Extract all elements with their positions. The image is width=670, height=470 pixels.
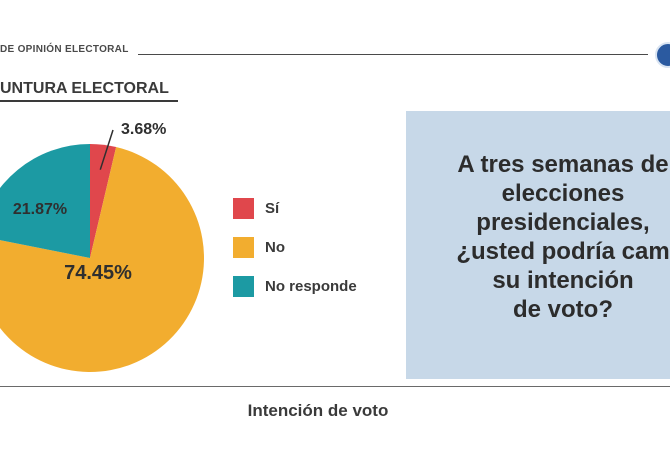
legend-label-no: No (265, 239, 285, 256)
section-title: UNTURA ELECTORAL (0, 80, 169, 97)
section-underline (0, 100, 178, 102)
question-box (406, 111, 670, 379)
legend-item-no: No (233, 237, 285, 258)
logo-icon (655, 42, 670, 68)
legend-label-si: Sí (265, 200, 280, 217)
data-label-si: 3.68% (121, 121, 166, 138)
legend-item-no-responde: No responde (233, 276, 357, 297)
legend-item-si: Sí (233, 198, 279, 219)
chart-caption: Intención de voto (247, 401, 389, 420)
bottom-divider (0, 386, 670, 387)
data-label-no-responde: 21.87% (13, 201, 67, 218)
pie-chart: 3.68% 74.45% 21.87% (0, 121, 204, 372)
pie-slice-si (90, 144, 117, 258)
question-text: A tres semanas de elecciones presidencia… (456, 151, 670, 323)
leader-line-si (99, 129, 114, 170)
header-title: DE OPINIÓN ELECTORAL (0, 44, 129, 55)
data-label-no: 74.45% (64, 262, 132, 284)
legend-swatch-no-responde (233, 276, 254, 297)
pie-slice-no-responde (0, 144, 90, 258)
legend-swatch-si (233, 198, 254, 219)
legend-label-no-responde: No responde (265, 278, 357, 295)
pie-slice-no (0, 147, 204, 372)
legend-swatch-no (233, 237, 254, 258)
header-divider (138, 54, 648, 55)
